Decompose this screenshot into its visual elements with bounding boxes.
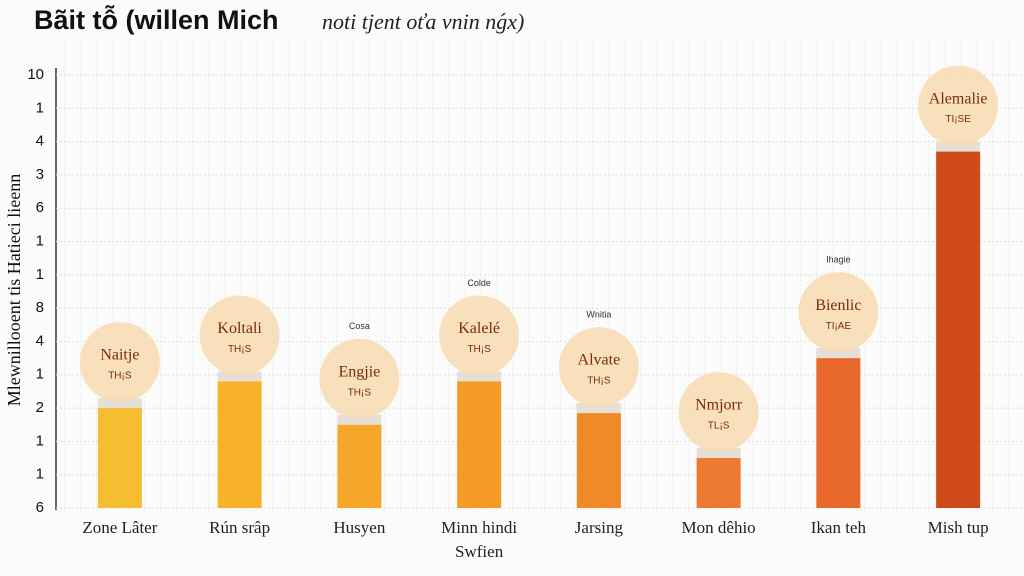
y-tick-label: 3 (36, 166, 44, 183)
x-tick-label: Jarsing (574, 518, 623, 537)
bar (576, 413, 621, 508)
bubble-sublabel: TH¡S (587, 376, 611, 387)
bubble-sublabel: TI¡AE (826, 321, 852, 332)
y-tick-label: 1 (36, 266, 44, 283)
bubble-sublabel: TH¡S (228, 344, 252, 355)
bar-cap (696, 448, 741, 459)
bubble-note: Ihagie (826, 254, 851, 264)
bubble-label: Naitje (100, 347, 139, 364)
bubble-label: Alvate (578, 352, 621, 369)
bubble-label: Bienlic (815, 297, 861, 314)
bubble-sublabel: TH¡S (108, 371, 132, 382)
bubble-sublabel: TH¡S (348, 387, 372, 398)
bubble-sublabel: TI¡SE (945, 114, 971, 125)
bubble (199, 295, 280, 376)
bubble-sublabel: TL¡S (708, 421, 730, 432)
bar-cap (576, 403, 621, 414)
x-tick-label: Ikan teh (810, 518, 866, 537)
bar (696, 458, 741, 508)
chart-subtitle: noti tjent oťa vnin nǵx) (322, 9, 524, 34)
bar (816, 358, 861, 508)
bar (457, 381, 502, 508)
bubble (558, 327, 639, 408)
bubble-label: Nmjorr (695, 397, 743, 414)
bar (97, 408, 142, 508)
y-tick-label: 2 (36, 399, 44, 416)
chart-title: Bãit tỗ (willen Mich (34, 4, 279, 35)
bar-cap (457, 371, 502, 382)
x-tick-label: Mon dêhio (681, 518, 756, 537)
bar-cap (816, 348, 861, 359)
bubble (798, 272, 879, 353)
bar-cap (337, 414, 382, 425)
y-tick-label: 1 (36, 99, 44, 116)
bar (217, 381, 262, 508)
bubble (319, 338, 400, 419)
bar (936, 151, 981, 508)
x-tick-label: Husyen (333, 518, 386, 537)
bubble-note: Colde (467, 278, 491, 288)
x-tick-label: Zone Lâter (82, 518, 158, 537)
bubble (79, 322, 160, 403)
bubble-label: Alemalie (929, 90, 988, 107)
bubble-sublabel: TH¡S (467, 344, 491, 355)
bubble-note: Cosa (349, 321, 370, 331)
bubble-label: Engjie (338, 363, 380, 380)
y-tick-label: 4 (36, 332, 44, 349)
bubble (678, 372, 759, 453)
y-tick-label: 1 (36, 366, 44, 383)
y-tick-label: 6 (36, 499, 44, 516)
x-tick-label: Mish tup (927, 518, 989, 537)
bar (337, 424, 382, 508)
bubble-note: Wnitia (586, 309, 611, 319)
x-tick-label: Rún srâp (209, 518, 271, 537)
y-tick-label: 8 (36, 299, 44, 316)
y-tick-label: 6 (36, 199, 44, 216)
y-tick-label: 1 (36, 466, 44, 483)
bubble (918, 65, 999, 146)
bar-cap (97, 398, 142, 409)
bar-cap (936, 141, 981, 152)
y-tick-label: 4 (36, 133, 44, 150)
x-tick-label: Minn hindi Swfien (441, 518, 518, 561)
bubble (439, 295, 520, 376)
y-tick-label: 10 (27, 66, 44, 83)
bar-cap (217, 371, 262, 382)
y-tick-label: 1 (36, 432, 44, 449)
bubble-label: Kalelé (458, 320, 500, 337)
bubble-label: Koltali (217, 320, 262, 337)
y-axis-label: Mlewnillooent tis Hatieci lieenn (4, 174, 24, 406)
y-tick-label: 1 (36, 233, 44, 250)
